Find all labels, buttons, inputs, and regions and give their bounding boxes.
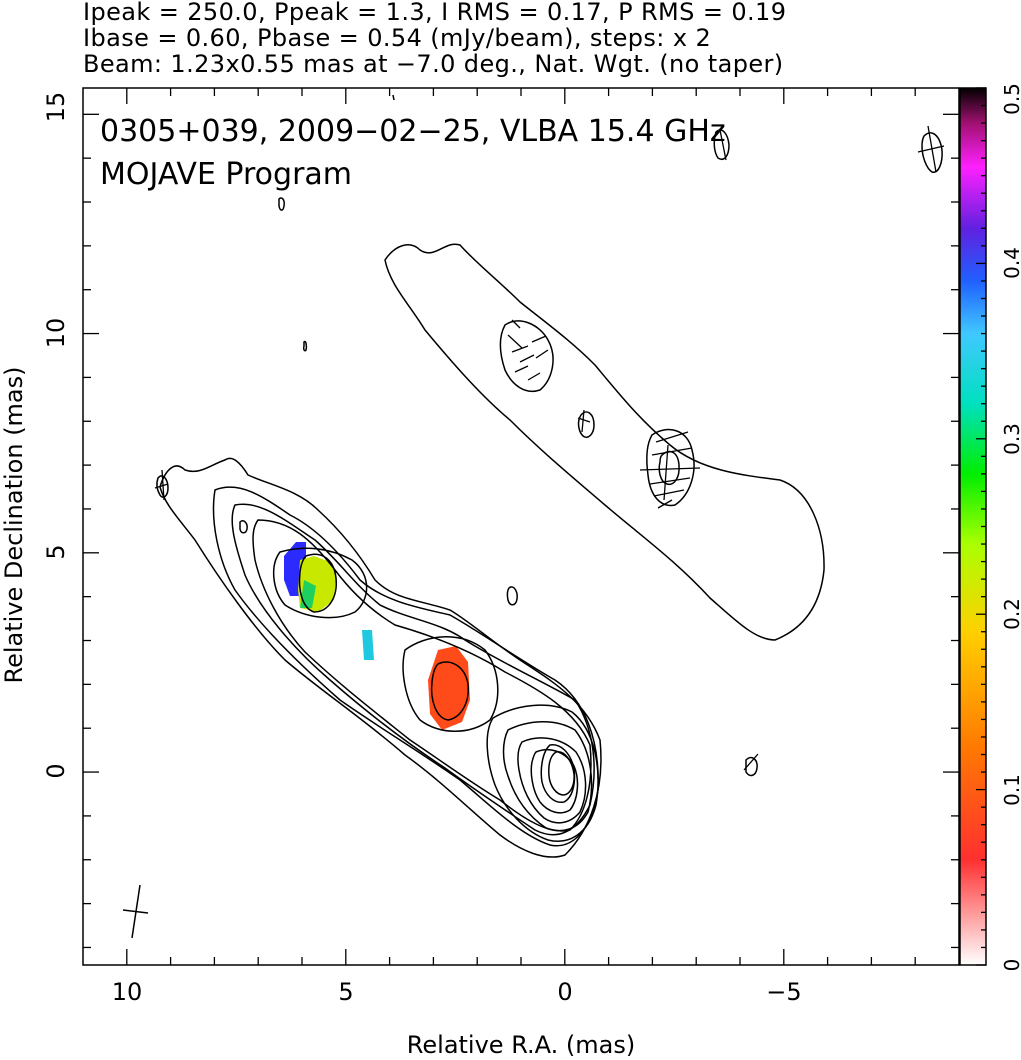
x-axis-ticks (126, 88, 916, 965)
contour-4 (252, 519, 592, 832)
contour-5 (402, 636, 499, 732)
contour-northern-jet (384, 243, 825, 641)
contour-blob-9 (303, 340, 308, 352)
contour-9 (517, 737, 587, 824)
polarization-vectors (154, 125, 945, 771)
contour-8 (502, 721, 593, 832)
x-tick-labels: 10 5 0 −5 (112, 978, 802, 1006)
contour-northern-knot-a (499, 320, 554, 392)
colorbar-label-0.5: 0.5 (1000, 83, 1021, 115)
x-axis-title: Relative R.A. (mas) (407, 1031, 635, 1059)
x-tick-label-neg5: −5 (766, 978, 801, 1006)
contours (156, 94, 943, 858)
contour-knot-inner (298, 553, 337, 613)
x-tick-label-10: 10 (112, 978, 143, 1006)
colorbar-label-0.1: 0.1 (1000, 774, 1021, 806)
x-tick-label-5: 5 (338, 978, 353, 1006)
y-tick-label-0: 0 (42, 763, 70, 778)
colorbar-label-0.2: 0.2 (1000, 598, 1021, 630)
colorbar-label-0.4: 0.4 (1000, 247, 1021, 279)
contour-blob-10 (392, 94, 395, 101)
colorbar-label-0: 0 (1000, 959, 1021, 972)
y-tick-label-15: 15 (42, 92, 70, 123)
x-tick-label-0: 0 (557, 978, 572, 1006)
header-line-3: Beam: 1.23x0.55 mas at −7.0 deg., Nat. W… (83, 50, 784, 78)
contour-12 (548, 751, 575, 796)
contour-northern-knot-b-inner (658, 450, 680, 486)
chart-title: 0305+039, 2009−02−25, VLBA 15.4 GHz (100, 114, 726, 149)
y-tick-label-10: 10 (42, 318, 70, 349)
pol-patch-green (300, 580, 316, 608)
colorbar-ticks (976, 87, 986, 966)
contour-northern-knot-b (646, 428, 695, 507)
polarization-patches (284, 542, 470, 730)
contour-1 (159, 457, 602, 858)
y-tick-label-5: 5 (42, 544, 70, 559)
header-line-2: Ibase = 0.60, Pbase = 0.54 (mJy/beam), s… (83, 24, 712, 52)
y-axis-ticks (83, 113, 959, 949)
beam-symbol (122, 884, 149, 939)
contour-blob-7 (745, 756, 758, 777)
contour-2 (212, 486, 599, 847)
contour-blob-1 (577, 411, 595, 438)
pol-patch-red (428, 646, 470, 730)
contour-11 (540, 744, 576, 803)
contour-blob-3 (921, 132, 943, 173)
colorbar-label-0.3: 0.3 (1000, 423, 1021, 455)
contour-6 (430, 661, 469, 721)
contour-blob-6 (239, 519, 248, 534)
header-line-1: Ipeak = 250.0, Ppeak = 1.3, I RMS = 0.17… (83, 0, 787, 26)
y-axis-title: Relative Declination (mas) (0, 366, 28, 683)
contour-blob-8 (278, 197, 285, 211)
contour-knot-outer (273, 547, 368, 619)
contour-7 (486, 704, 599, 842)
pol-patch-cyan (362, 630, 374, 660)
chart-subtitle: MOJAVE Program (100, 157, 352, 192)
colorbar-labels: 0 0.1 0.2 0.3 0.4 0.5 (1000, 83, 1021, 971)
contour-blob-2 (506, 586, 518, 606)
y-tick-labels: 0 5 10 15 (42, 92, 70, 779)
